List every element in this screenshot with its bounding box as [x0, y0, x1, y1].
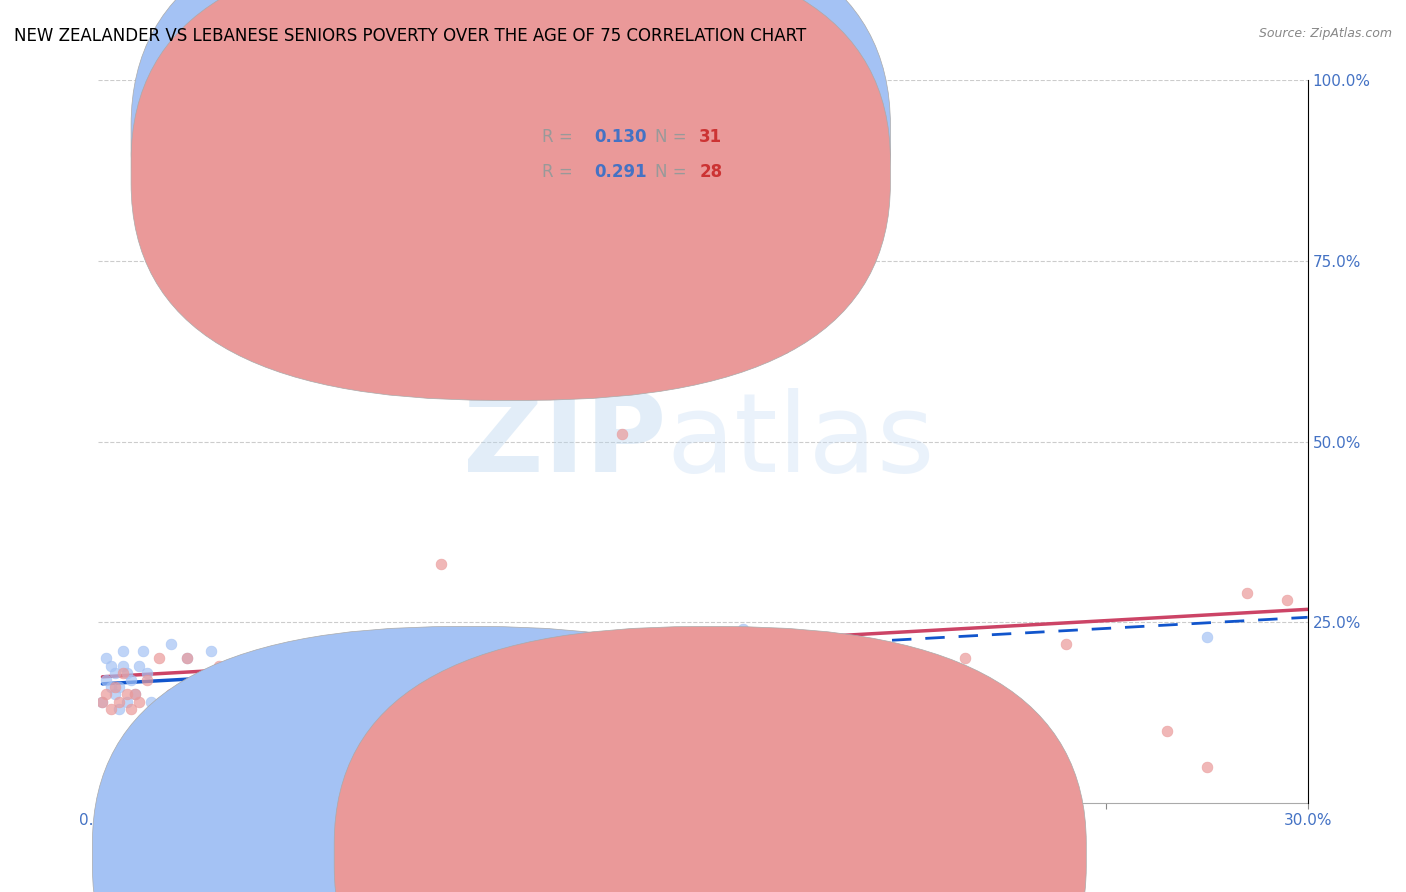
Point	[188, 695, 211, 709]
Point	[128, 658, 150, 673]
Point	[124, 687, 146, 701]
Point	[135, 673, 157, 687]
Point	[115, 687, 138, 701]
Text: ZIP: ZIP	[464, 388, 666, 495]
Point	[96, 687, 118, 701]
Point	[217, 702, 239, 716]
Point	[100, 702, 122, 716]
Point	[132, 644, 155, 658]
Point	[1156, 723, 1178, 738]
Point	[208, 658, 231, 673]
Point	[96, 673, 118, 687]
Point	[96, 651, 118, 665]
Point	[430, 558, 453, 572]
Point	[128, 695, 150, 709]
Text: R =: R =	[543, 128, 578, 145]
Point	[200, 644, 222, 658]
Text: N =: N =	[655, 128, 692, 145]
Point	[772, 341, 794, 355]
Point	[1236, 586, 1258, 600]
Text: New Zealanders: New Zealanders	[492, 847, 616, 863]
Point	[893, 651, 915, 665]
Point	[240, 658, 263, 673]
Point	[160, 637, 183, 651]
Point	[167, 702, 190, 716]
Text: N =: N =	[655, 163, 692, 181]
FancyBboxPatch shape	[131, 0, 890, 401]
Text: R =: R =	[543, 163, 578, 181]
Point	[733, 651, 755, 665]
Point	[733, 623, 755, 637]
Text: Source: ZipAtlas.com: Source: ZipAtlas.com	[1258, 27, 1392, 40]
Point	[612, 637, 634, 651]
Point	[100, 658, 122, 673]
Point	[103, 680, 125, 694]
Point	[111, 644, 134, 658]
Point	[1195, 630, 1218, 644]
FancyBboxPatch shape	[474, 109, 758, 200]
FancyBboxPatch shape	[335, 626, 1087, 892]
Point	[103, 665, 125, 680]
Text: 0.130: 0.130	[595, 128, 647, 145]
Point	[91, 695, 114, 709]
Text: 31: 31	[699, 128, 723, 145]
Text: 28: 28	[699, 163, 723, 181]
Point	[148, 651, 170, 665]
Point	[120, 673, 142, 687]
Point	[167, 695, 190, 709]
Point	[107, 680, 129, 694]
Point	[115, 695, 138, 709]
Point	[1054, 637, 1077, 651]
Point	[176, 651, 198, 665]
Point	[115, 665, 138, 680]
Point	[124, 687, 146, 701]
Point	[103, 687, 125, 701]
FancyBboxPatch shape	[93, 626, 845, 892]
Text: 0.291: 0.291	[595, 163, 647, 181]
Point	[120, 702, 142, 716]
Text: Lebanese: Lebanese	[734, 847, 807, 863]
Point	[107, 695, 129, 709]
Point	[188, 687, 211, 701]
Point	[91, 695, 114, 709]
Point	[152, 695, 174, 709]
Text: NEW ZEALANDER VS LEBANESE SENIORS POVERTY OVER THE AGE OF 75 CORRELATION CHART: NEW ZEALANDER VS LEBANESE SENIORS POVERT…	[14, 27, 806, 45]
FancyBboxPatch shape	[131, 0, 890, 365]
Point	[953, 651, 976, 665]
Point	[1277, 593, 1299, 607]
Point	[1195, 760, 1218, 774]
Point	[612, 427, 634, 442]
Point	[111, 665, 134, 680]
Point	[100, 680, 122, 694]
Point	[148, 752, 170, 766]
Point	[176, 651, 198, 665]
Point	[111, 658, 134, 673]
Point	[139, 695, 162, 709]
Text: atlas: atlas	[666, 388, 935, 495]
Point	[160, 687, 183, 701]
Point	[135, 665, 157, 680]
Point	[107, 702, 129, 716]
